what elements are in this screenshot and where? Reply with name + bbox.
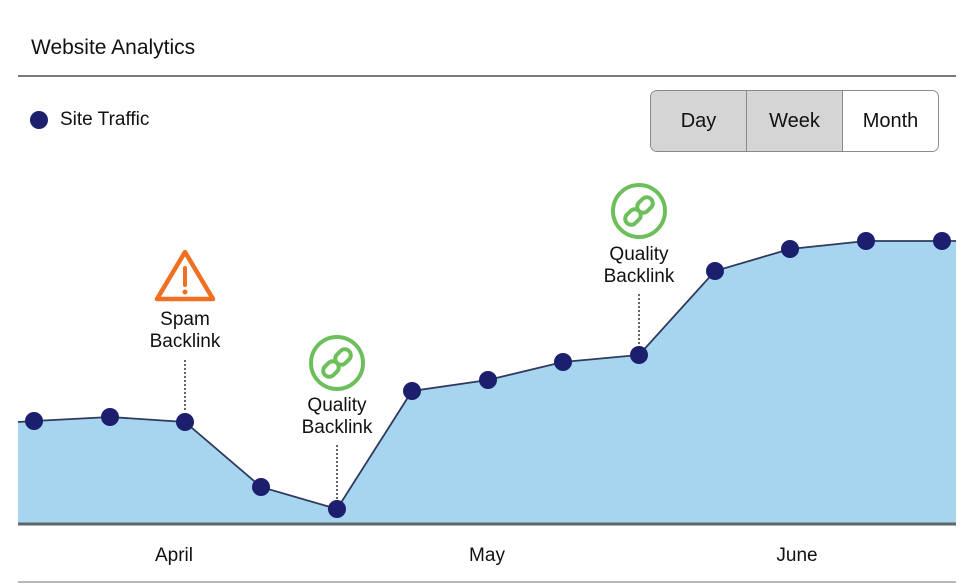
annotation-line2: Backlink [603, 266, 675, 287]
x-label-may: May [469, 545, 505, 566]
annotation-line1: Spam [160, 309, 210, 330]
data-point[interactable] [403, 382, 421, 400]
title-divider [18, 75, 956, 77]
link-icon [611, 183, 667, 239]
quality-backlink-annotation-1: Quality Backlink [302, 395, 373, 439]
legend-label: Site Traffic [60, 109, 150, 130]
x-label-april: April [154, 545, 194, 566]
quality-backlink-annotation-2: Quality Backlink [604, 244, 675, 288]
data-point[interactable] [328, 500, 346, 518]
range-month-button[interactable]: Month [843, 91, 938, 151]
annotation-line2: Backlink [301, 417, 373, 438]
data-point[interactable] [479, 371, 497, 389]
x-label-june: June [776, 545, 818, 566]
data-point[interactable] [176, 413, 194, 431]
legend-marker-icon [30, 111, 48, 129]
data-point[interactable] [101, 408, 119, 426]
annotation-line2: Backlink [149, 331, 221, 352]
data-point[interactable] [554, 353, 572, 371]
bottom-divider [18, 581, 956, 583]
link-icon [309, 335, 365, 391]
data-point[interactable] [933, 232, 951, 250]
data-point[interactable] [25, 412, 43, 430]
data-point[interactable] [706, 262, 724, 280]
warning-triangle-icon [154, 249, 216, 302]
data-point[interactable] [781, 240, 799, 258]
data-point[interactable] [857, 232, 875, 250]
annotation-line1: Quality [609, 244, 669, 265]
data-point[interactable] [630, 346, 648, 364]
range-week-button[interactable]: Week [747, 91, 843, 151]
range-toggle: Day Week Month [650, 90, 939, 152]
data-point[interactable] [252, 478, 270, 496]
data-markers [25, 232, 951, 518]
annotation-line1: Quality [307, 395, 367, 416]
page-title: Website Analytics [31, 36, 196, 59]
legend: Site Traffic [30, 109, 149, 131]
range-day-button[interactable]: Day [651, 91, 747, 151]
spam-backlink-annotation: Spam Backlink [150, 309, 221, 353]
